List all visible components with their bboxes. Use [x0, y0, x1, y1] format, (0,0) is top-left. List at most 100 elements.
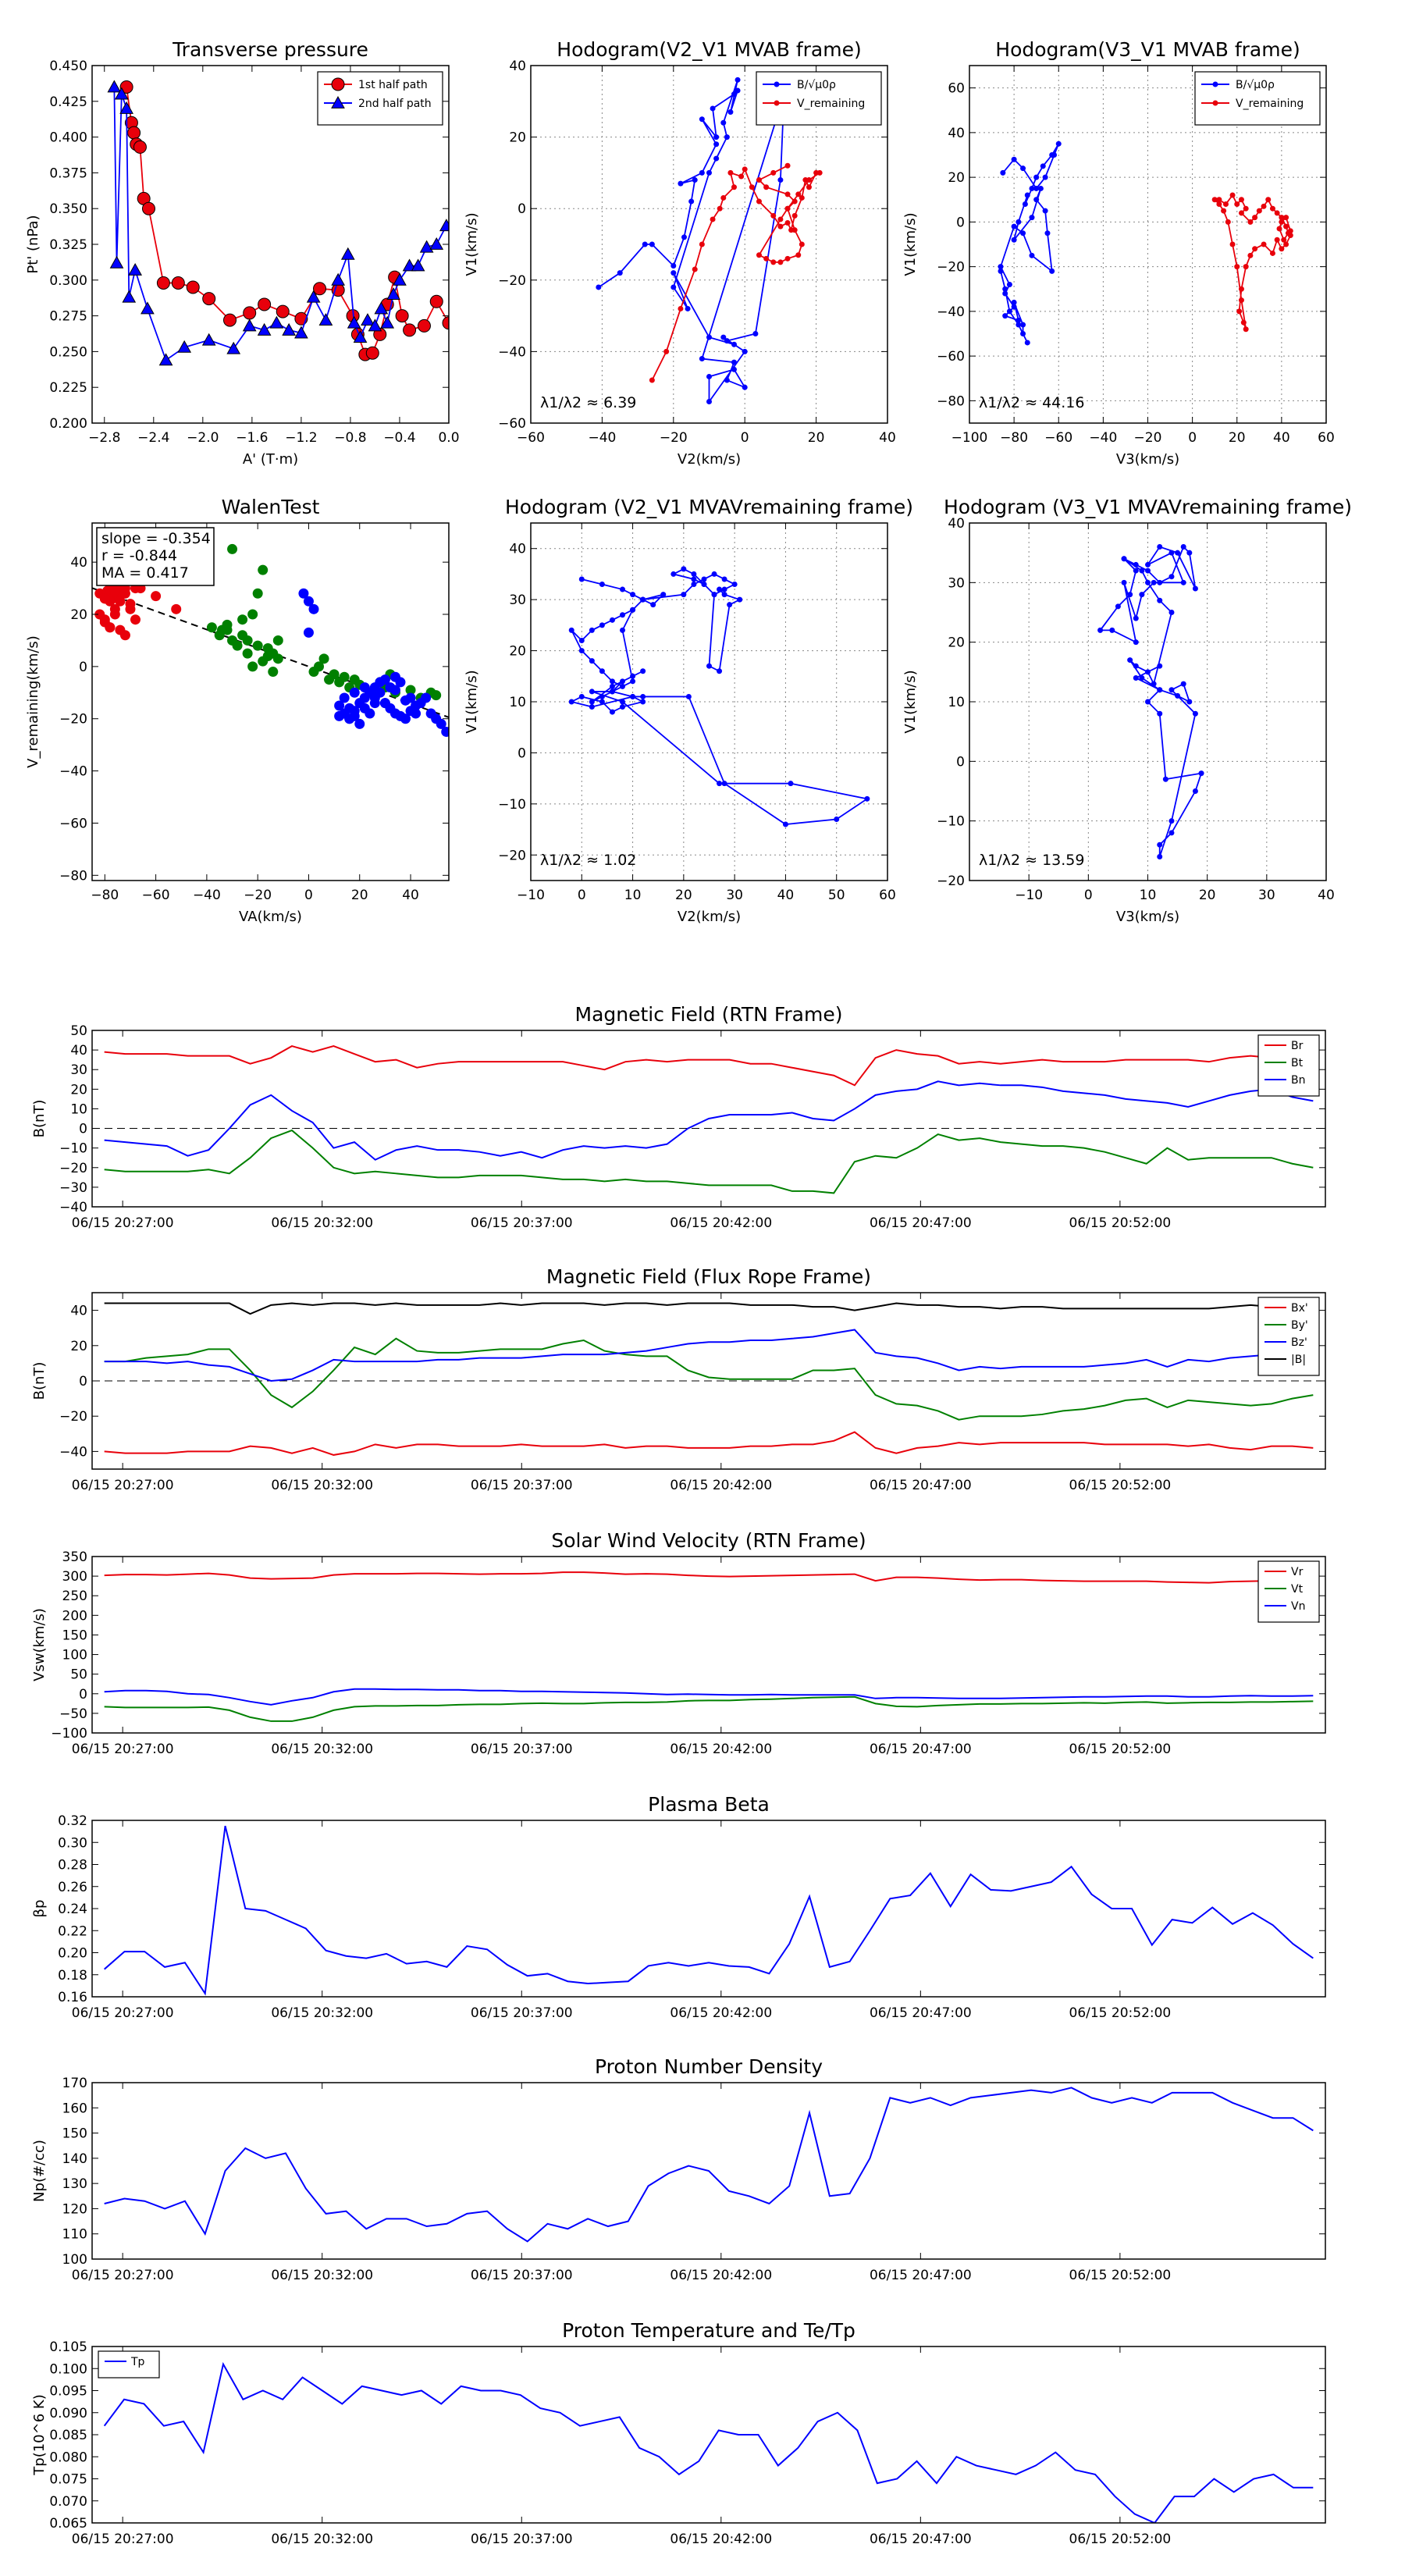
series-v-remaining-point: [777, 223, 784, 229]
x-tick-label: 06/15 20:42:00: [670, 2268, 772, 2283]
series-b-0--point: [678, 180, 684, 187]
series-v-remaining-point: [649, 377, 655, 383]
series-path-point: [599, 622, 605, 628]
y-tick-label: −10: [937, 814, 965, 830]
x-tick-label: 06/15 20:52:00: [1069, 1478, 1172, 1493]
series-b-0--point: [1011, 299, 1017, 305]
y-tick-label: 40: [70, 555, 87, 571]
y-axis-label: B(nT): [31, 1362, 48, 1400]
data-layer: [104, 1825, 1314, 1996]
data-layer: [104, 1302, 1314, 1456]
series-v-remaining-point: [692, 266, 698, 272]
series-2nd-half-path-point: [269, 315, 284, 329]
series-path-point: [1127, 657, 1133, 664]
series-b-0--point: [1016, 317, 1022, 323]
stats-line: r = -0.844: [101, 547, 177, 564]
x-tick-label: 06/15 20:37:00: [471, 2005, 573, 2021]
x-tick-label: −40: [588, 430, 616, 446]
series-path-point: [1145, 669, 1151, 675]
series-blue-point: [421, 692, 432, 703]
series-green-point: [252, 640, 263, 651]
series-path-point: [620, 627, 626, 633]
series-path-point: [630, 592, 636, 598]
series-red-point: [115, 596, 126, 607]
series-1st-half-path-point: [313, 282, 327, 296]
legend-marker: [1212, 100, 1218, 106]
ratio-annotation: λ1/λ2 ≈ 44.16: [979, 394, 1084, 411]
series-path-point: [609, 709, 615, 715]
chart-beta: 06/15 20:27:00 06/15 20:32:00 06/15 20:37:…: [31, 1793, 1326, 2021]
chart-title: WalenTest: [222, 496, 320, 518]
series-2nd-half-path-point: [140, 301, 155, 315]
y-tick-label: 20: [948, 635, 965, 651]
series-blue-point: [411, 708, 422, 719]
series-blue-point: [379, 698, 390, 709]
legend-box: [1194, 71, 1321, 126]
ratio-annotation: λ1/λ2 ≈ 6.39: [540, 394, 636, 411]
series-path-point: [578, 648, 585, 654]
series-path-point: [711, 571, 717, 577]
x-tick-label: −0.8: [334, 430, 366, 446]
series-1st-half-path-point: [119, 80, 133, 94]
x-tick-label: −20: [1134, 430, 1162, 446]
chart-tp2: 06/15 20:27:00 06/15 20:32:00 06/15 20:37:…: [31, 2319, 1326, 2547]
series-blue-point: [308, 603, 319, 614]
x-tick-label: 06/15 20:42:00: [670, 1742, 772, 1757]
series-path-point: [1175, 550, 1181, 556]
legend-label: Vn: [1291, 1600, 1305, 1613]
series-b-0--point: [706, 169, 712, 176]
x-tick-label: −60: [142, 888, 170, 903]
series-path-point: [701, 582, 707, 588]
series-2nd-half-path-point: [347, 315, 361, 329]
series-bz-line: [104, 1329, 1314, 1382]
series-path-point: [1121, 579, 1127, 585]
series-vn-line: [104, 1688, 1314, 1706]
legend-label: 2nd half path: [358, 98, 432, 110]
chart-h2: −100 −80 −60 −40 −20 0 20 40 60 −80 −60 −40 −20 0 20 40…: [902, 38, 1335, 468]
series-path-point: [721, 586, 727, 592]
y-axis-label: βp: [31, 1900, 48, 1918]
series-red-point: [130, 614, 140, 625]
series-b-0--point: [1020, 322, 1026, 328]
y-tick-label: 100: [62, 2252, 87, 2268]
y-axis-label: V_remaining(km/s): [25, 635, 41, 768]
y-tick-label: 0: [518, 745, 526, 761]
series-blue-point: [400, 713, 411, 724]
series-path-point: [568, 627, 574, 633]
y-tick-label: 0.375: [49, 165, 87, 181]
y-tick-label: 140: [62, 2151, 87, 2167]
series-path-point: [782, 821, 788, 827]
series-2nd-half-path-point: [402, 258, 417, 272]
series-b-0--point: [649, 241, 655, 247]
chart-title: Plasma Beta: [648, 1793, 770, 1816]
series-path-point: [609, 688, 615, 695]
series-b-0--point: [699, 356, 705, 362]
series-1st-half-path-point: [141, 201, 155, 215]
legend-label: Br: [1291, 1040, 1304, 1052]
plot-frame: [91, 1556, 1326, 1734]
series-path-point: [660, 592, 667, 598]
y-tick-label: 0.22: [58, 1923, 87, 1939]
series-blue-point: [303, 627, 314, 638]
data-layer: [998, 141, 1293, 346]
series-b-0--point: [681, 234, 688, 240]
x-axis-label: V3(km/s): [1116, 909, 1179, 925]
series-path-point: [1121, 556, 1127, 562]
y-tick-label: 0.32: [58, 1813, 87, 1829]
y-tick-label: 0: [79, 1687, 87, 1703]
series-b-0--point: [699, 116, 705, 123]
series-b-0--point: [1002, 313, 1008, 319]
series-path-point: [650, 602, 656, 608]
legend-box: [1257, 1297, 1320, 1376]
y-tick-label: 0.090: [49, 2406, 87, 2421]
series-b-0--point: [1029, 185, 1035, 191]
series-v-remaining-point: [770, 259, 777, 265]
x-tick-label: 06/15 20:27:00: [72, 1215, 174, 1231]
y-axis-label: Vsw(km/s): [31, 1608, 48, 1681]
series-path-point: [721, 576, 727, 582]
x-tick-label: 06/15 20:52:00: [1069, 1742, 1172, 1757]
y-tick-label: 30: [70, 1062, 87, 1078]
series-b-0--point: [1040, 163, 1046, 169]
x-tick-label: 06/15 20:47:00: [870, 2532, 972, 2547]
series-v-remaining-point: [1265, 197, 1272, 203]
